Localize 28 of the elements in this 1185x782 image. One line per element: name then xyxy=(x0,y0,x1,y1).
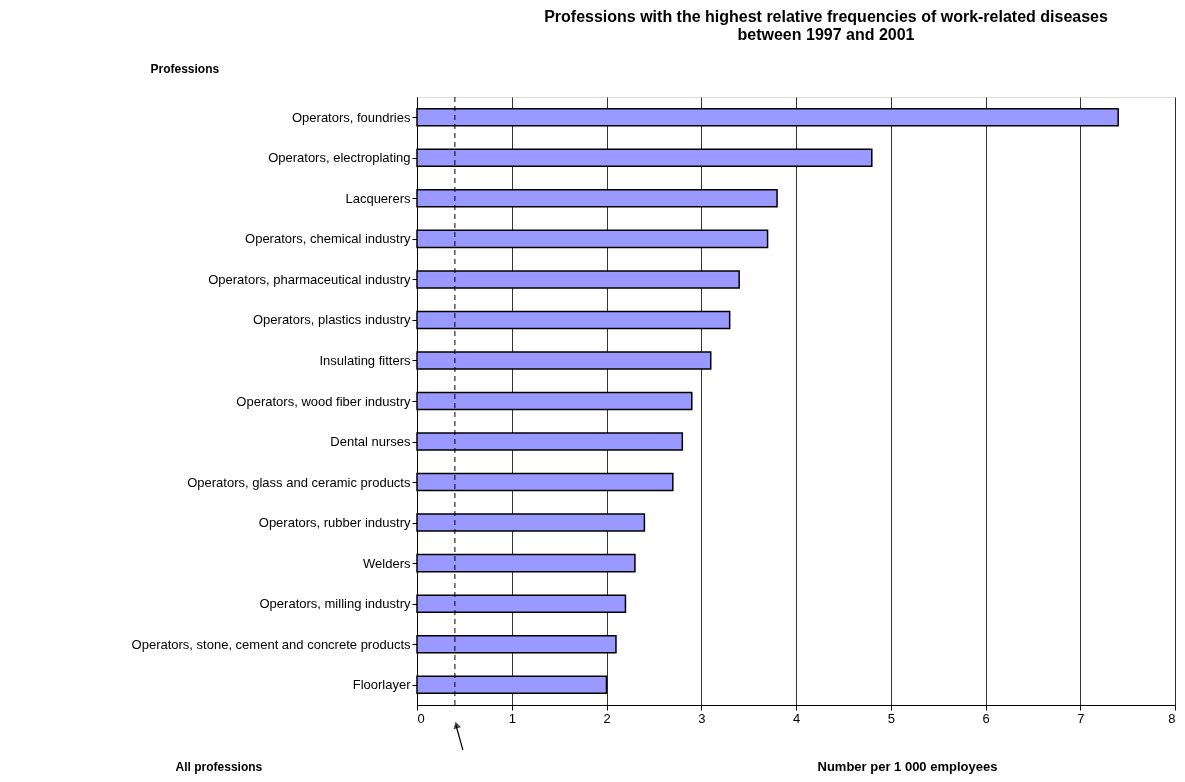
x-tick-label: 3 xyxy=(698,710,706,726)
x-tick-label: 7 xyxy=(1077,710,1085,726)
y-tick-label: Lacquerers xyxy=(345,190,411,206)
y-axis-title: Professions xyxy=(150,61,220,76)
x-tick-label: 6 xyxy=(982,710,990,726)
y-tick-label: Operators, electroplating xyxy=(268,150,411,166)
y-tick-label: Operators, glass and ceramic products xyxy=(187,474,411,490)
y-tick-label: Dental nurses xyxy=(330,434,411,450)
x-tick-label: 4 xyxy=(792,710,801,726)
y-tick-label: Operators, pharmaceutical industry xyxy=(208,271,411,287)
x-tick-label: 1 xyxy=(508,710,516,726)
y-tick-label: Operators, foundries xyxy=(291,109,411,125)
y-tick-label: Operators, rubber industry xyxy=(258,515,411,531)
y-tick-label: Floorlayer xyxy=(352,677,412,693)
y-tick-label: Welders xyxy=(363,555,411,571)
ref-line-label: All professions xyxy=(175,760,263,774)
chart-title: Professions with the highest relative frequencies of work-related diseases between 1997 and 2001 xyxy=(544,8,1108,43)
x-tick-label: 8 xyxy=(1168,710,1176,726)
x-tick-label: 0 xyxy=(417,710,425,726)
y-tick-label: Operators, wood fiber industry xyxy=(236,393,411,409)
y-tick-label: Insulating fitters xyxy=(319,352,411,368)
y-tick-label: Operators, plastics industry xyxy=(252,312,411,328)
y-tick-label: Operators, milling industry xyxy=(259,596,411,612)
y-tick-label: Operators, stone, cement and concrete products xyxy=(131,636,411,652)
x-axis-title: Number per 1 000 employees xyxy=(817,758,998,774)
x-tick-label: 5 xyxy=(887,710,895,726)
x-tick-label: 2 xyxy=(603,710,611,726)
y-tick-label: Operators, chemical industry xyxy=(245,231,411,247)
